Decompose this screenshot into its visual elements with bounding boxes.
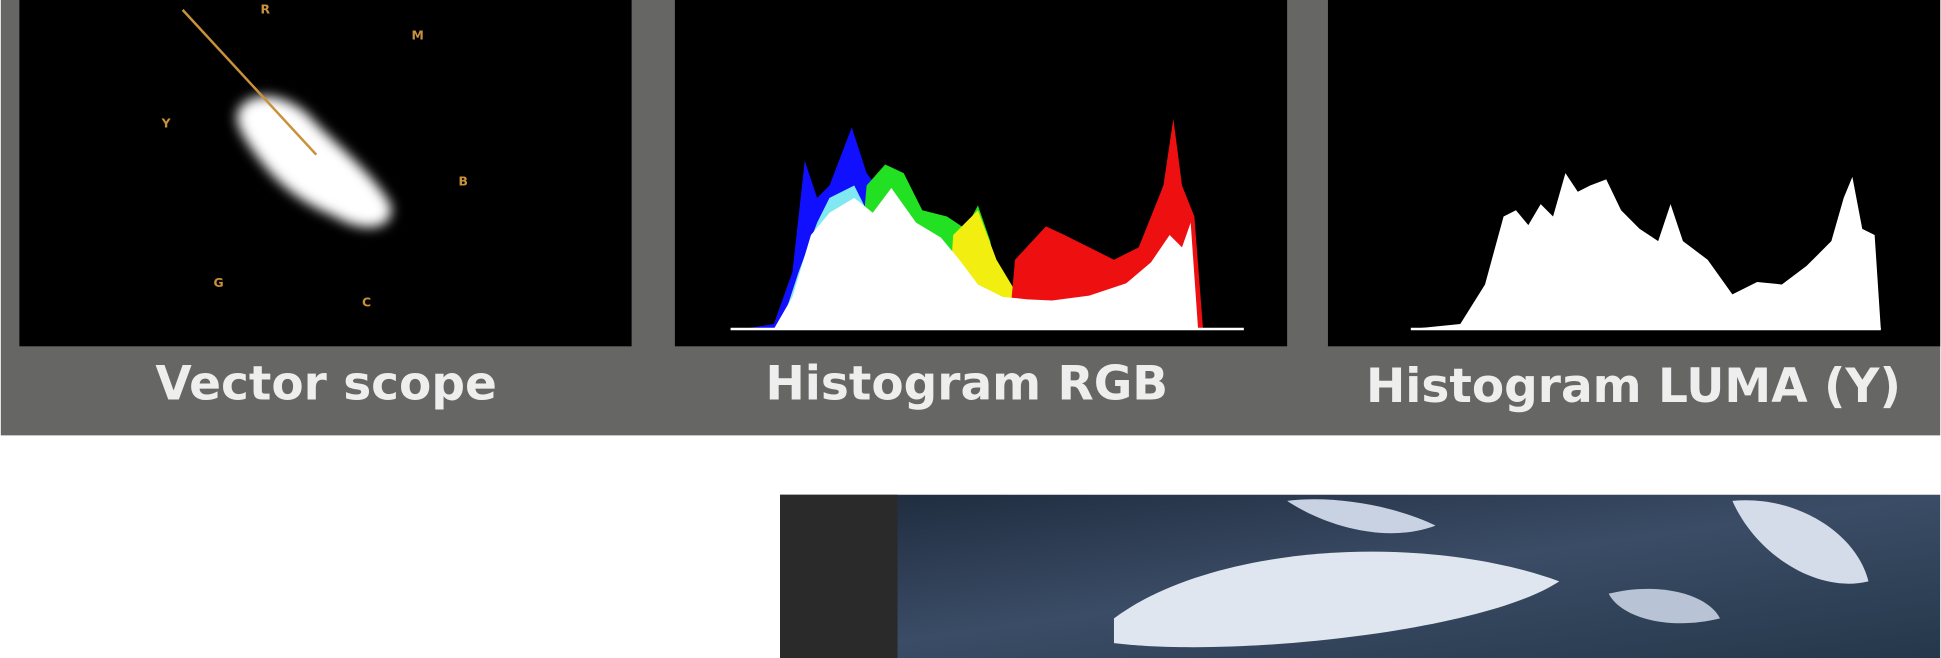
page: R M Y B G C Vector scope Histogram RGB H…: [0, 0, 1941, 658]
scopes-screenshot: R M Y B G C Vector scope Histogram RGB H…: [0, 0, 1941, 658]
marker-label: B: [458, 175, 467, 189]
panel-title: Histogram RGB: [765, 357, 1168, 412]
photo: [780, 495, 1940, 658]
panel-title: Vector scope: [155, 357, 496, 412]
panel-title: Histogram LUMA (Y): [1366, 359, 1901, 414]
monitor-bezel: [780, 495, 898, 658]
marker-label: M: [411, 29, 423, 43]
marker-label: R: [261, 3, 271, 17]
marker-label: C: [362, 296, 371, 310]
marker-label: Y: [161, 116, 172, 130]
marker-label: G: [214, 276, 224, 290]
